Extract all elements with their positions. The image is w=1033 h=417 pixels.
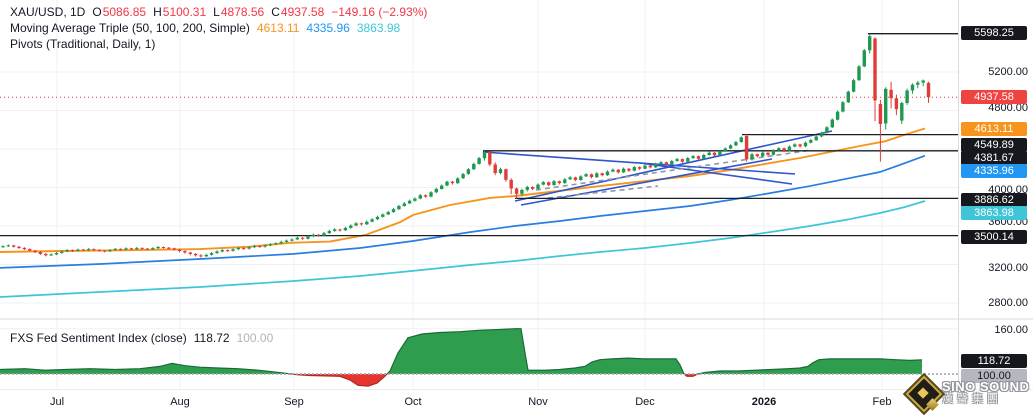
time-axis-label: Sep: [284, 396, 304, 408]
watermark-name-chinese: 漢聲集團: [942, 393, 1002, 406]
time-axis-label: Feb: [872, 396, 892, 408]
low-label: L: [213, 5, 220, 19]
sentiment-baseline-value: 100.00: [236, 331, 274, 345]
high-label: H: [153, 5, 162, 19]
sentiment-value: 118.72: [193, 331, 230, 345]
close-value: 4937.58: [280, 5, 325, 19]
price-axis-label: 2800.00: [988, 297, 1028, 309]
pivots-legend-row[interactable]: Pivots (Traditional, Daily, 1): [10, 37, 162, 51]
price-axis-badge: 4937.58: [961, 90, 1027, 104]
time-axis[interactable]: Jul Aug Sep Oct Nov Dec 2026 Feb: [0, 390, 1033, 417]
open-value: 5086.85: [102, 5, 147, 19]
price-axis-badge: 100.00: [961, 369, 1027, 383]
price-axis[interactable]: 5200.00 4800.00 4000.00 3600.00 3200.00 2800.…: [958, 0, 1033, 390]
price-axis-label: 3200.00: [988, 262, 1028, 274]
high-value: 5100.31: [162, 5, 207, 19]
time-axis-label: Dec: [635, 396, 655, 408]
broker-watermark: SINO SOUND 漢聲集團: [902, 370, 1033, 416]
symbol-legend-row[interactable]: XAU/USD, 1D O5086.85 H5100.31 L4878.56 C4937…: [10, 5, 434, 19]
time-axis-label: 2026: [751, 396, 777, 408]
ma-indicator-label: Moving Average Triple (50, 100, 200, Sim…: [10, 21, 250, 35]
change-value: −149.16 (−2.93%): [331, 5, 428, 19]
price-axis-badge: 3886.62: [961, 193, 1027, 207]
ma50-value: 4613.11: [256, 21, 300, 35]
ma100-value: 4335.96: [306, 21, 350, 35]
time-axis-label: Oct: [404, 396, 422, 408]
price-axis-badge: 4549.89: [961, 138, 1027, 152]
price-axis-label: 5200.00: [988, 66, 1028, 78]
symbol-title: XAU/USD, 1D: [10, 5, 86, 19]
ma200-value: 3863.98: [356, 21, 401, 35]
sentiment-indicator-label: FXS Fed Sentiment Index (close): [10, 331, 187, 345]
open-label: O: [92, 5, 102, 19]
price-axis-label: 160.00: [994, 324, 1028, 336]
price-axis-badge: 3500.14: [961, 230, 1027, 244]
price-axis-badge: 5598.25: [961, 26, 1027, 40]
price-axis-badge: 4335.96: [961, 164, 1027, 178]
watermark-name: SINO SOUND: [942, 379, 1030, 395]
sentiment-legend-row[interactable]: FXS Fed Sentiment Index (close) 118.72 100…: [10, 331, 280, 345]
price-axis-badge: 118.72: [961, 354, 1027, 368]
close-label: C: [271, 5, 280, 19]
pivots-indicator-label: Pivots (Traditional, Daily, 1): [10, 37, 156, 51]
price-axis-badge: 4381.67: [961, 151, 1027, 165]
time-axis-label: Aug: [170, 396, 190, 408]
price-axis-label: 4800.00: [988, 102, 1028, 114]
price-axis-badge: 4613.11: [961, 122, 1027, 136]
ma-legend-row[interactable]: Moving Average Triple (50, 100, 200, Sim…: [10, 21, 407, 35]
low-value: 4878.56: [220, 5, 265, 19]
sino-sound-logo-icon: [905, 375, 943, 413]
time-axis-label: Jul: [49, 396, 65, 408]
time-axis-label: Nov: [528, 396, 548, 408]
price-axis-badge: 3863.98: [961, 206, 1027, 220]
